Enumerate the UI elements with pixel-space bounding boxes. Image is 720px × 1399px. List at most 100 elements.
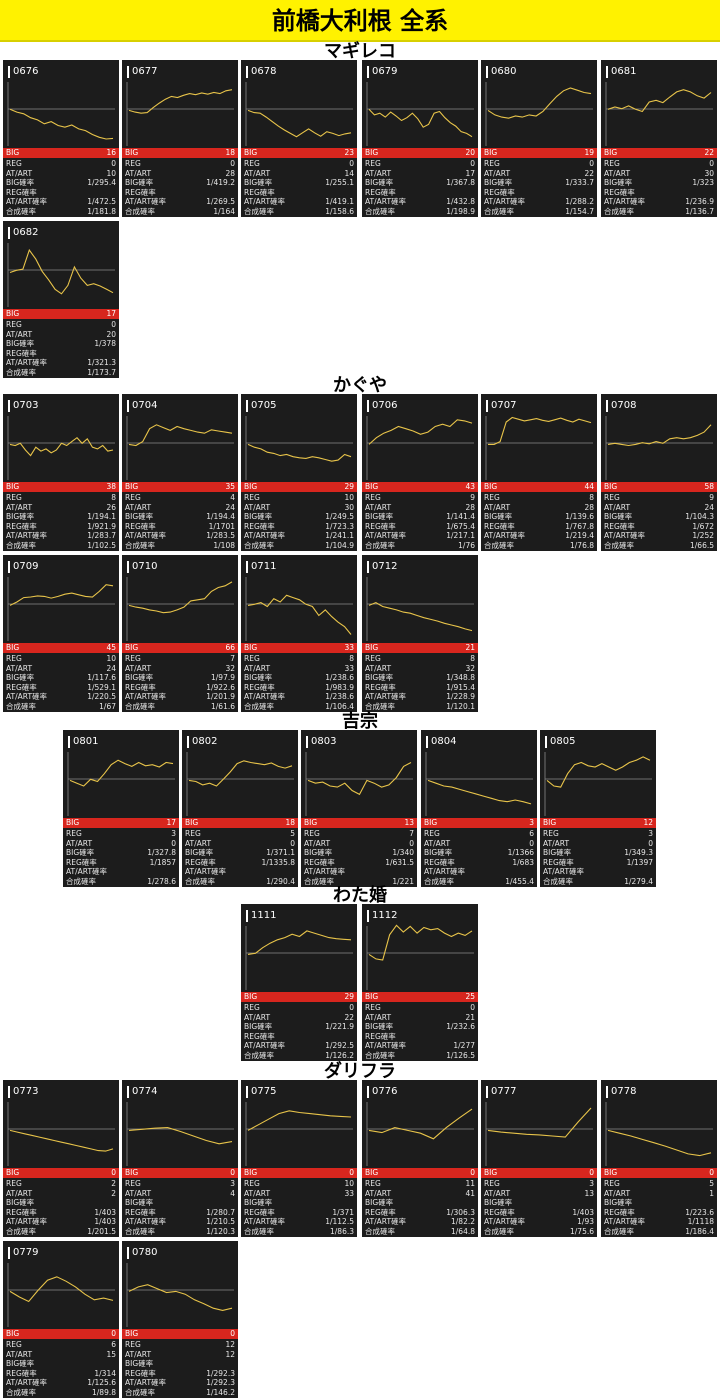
total-prob-value: 1/120.3 <box>206 1226 235 1236</box>
machine-card[interactable]: 0703 BIG 38 REG 8 AT/ART 26 BIG確率 1/194.1 REG確率 1/… <box>3 394 119 551</box>
reg-prob-row: REG確率 1/403 <box>3 1208 119 1218</box>
machine-card[interactable]: 0805 BIG 12 REG 3 AT/ART 0 BIG確率 1/349.3 REG確率 1/1… <box>540 730 656 887</box>
big-value: 0 <box>230 1329 235 1338</box>
reg-label: REG <box>6 159 22 168</box>
machine-card[interactable]: 0802 BIG 18 REG 5 AT/ART 0 BIG確率 1/371.1 REG確率 1/1… <box>182 730 298 887</box>
reg-prob-label: REG確率 <box>365 187 396 197</box>
at-label: AT/ART <box>6 168 33 178</box>
machine-card[interactable]: 0778 BIG 0 REG 5 AT/ART 1 BIG確率 REG確率 1/223.6 AT/A… <box>601 1080 717 1237</box>
slump-line <box>247 1110 352 1131</box>
machine-number: 0677 <box>127 66 157 78</box>
big-count-bar: BIG 21 <box>362 643 478 653</box>
total-prob-label: 合成確率 <box>543 876 573 886</box>
reg-prob-row: REG確率 1/292.3 <box>122 1369 238 1379</box>
machine-card[interactable]: 0775 BIG 0 REG 10 AT/ART 33 BIG確率 REG確率 1/371 AT/A… <box>241 1080 357 1237</box>
reg-prob-value: 1/915.4 <box>446 682 475 692</box>
machine-card[interactable]: 0682 BIG 17 REG 0 AT/ART 20 BIG確率 1/378 REG確率 AT/A… <box>3 221 119 378</box>
machine-card[interactable]: 0709 BIG 45 REG 10 AT/ART 24 BIG確率 1/117.6 REG確率 1… <box>3 555 119 712</box>
total-prob-label: 合成確率 <box>66 876 96 886</box>
machine-card[interactable]: 0779 BIG 0 REG 6 AT/ART 15 BIG確率 REG確率 1/314 AT/AR… <box>3 1241 119 1398</box>
reg-prob-row: REG確率 1/529.1 <box>3 683 119 693</box>
at-value: 28 <box>584 502 594 512</box>
machine-card[interactable]: 0776 BIG 0 REG 11 AT/ART 41 BIG確率 REG確率 1/306.3 AT… <box>362 1080 478 1237</box>
at-prob-value: 1/238.6 <box>325 692 354 701</box>
machine-card[interactable]: 0680 BIG 19 REG 0 AT/ART 22 BIG確率 1/333.7 REG確率 AT… <box>481 60 597 217</box>
machine-card[interactable]: 0777 BIG 0 REG 3 AT/ART 13 BIG確率 REG確率 1/403 AT/AR… <box>481 1080 597 1237</box>
machine-card[interactable]: 0705 BIG 29 REG 10 AT/ART 30 BIG確率 1/249.5 REG確率 1… <box>241 394 357 551</box>
machine-card[interactable]: 0712 BIG 21 REG 8 AT/ART 32 BIG確率 1/348.8 REG確率 1/… <box>362 555 478 712</box>
machine-card[interactable]: 0679 BIG 20 REG 0 AT/ART 17 BIG確率 1/367.8 REG確率 AT… <box>362 60 478 217</box>
at-label: AT/ART <box>604 168 631 178</box>
big-value: 29 <box>344 992 354 1001</box>
machine-card[interactable]: 1112 BIG 25 REG 0 AT/ART 21 BIG確率 1/232.6 REG確率 AT… <box>362 904 478 1061</box>
slump-graph <box>186 752 294 816</box>
big-prob-label: BIG確率 <box>365 178 394 187</box>
slump-line <box>69 759 174 787</box>
reg-prob-label: REG確率 <box>484 1207 515 1217</box>
at-prob-value: 1/1118 <box>687 1217 714 1226</box>
machine-card[interactable]: 0676 BIG 16 REG 0 AT/ART 10 BIG確率 1/295.4 REG確率 AT… <box>3 60 119 217</box>
at-label: AT/ART <box>6 1188 33 1198</box>
at-value: 21 <box>465 1012 475 1022</box>
machine-card[interactable]: 0711 BIG 33 REG 8 AT/ART 33 BIG確率 1/238.6 REG確率 1/… <box>241 555 357 712</box>
reg-prob-label: REG確率 <box>6 682 37 692</box>
big-prob-label: BIG確率 <box>543 848 572 857</box>
machine-card[interactable]: 0706 BIG 43 REG 9 AT/ART 28 BIG確率 1/141.4 REG確率 1/… <box>362 394 478 551</box>
total-prob-row: 合成確率 1/86.3 <box>241 1227 357 1237</box>
total-prob-value: 1/76 <box>458 540 475 550</box>
total-prob-row: 合成確率 1/67 <box>3 702 119 712</box>
big-count-bar: BIG 44 <box>481 482 597 492</box>
slump-line <box>188 760 293 787</box>
big-count-bar: BIG 0 <box>362 1168 478 1178</box>
reg-value: 3 <box>230 1179 235 1188</box>
slump-graph <box>605 1102 713 1166</box>
at-prob-row: AT/ART確率 1/292.3 <box>122 1378 238 1388</box>
at-value: 30 <box>704 168 714 178</box>
big-prob-value: 1/323 <box>692 178 714 187</box>
big-count-bar: BIG 33 <box>241 643 357 653</box>
at-prob-row: AT/ART確率 1/82.2 <box>362 1217 478 1227</box>
machine-card[interactable]: 0710 BIG 66 REG 7 AT/ART 32 BIG確率 1/97.9 REG確率 1/9… <box>122 555 238 712</box>
machine-card[interactable]: 0678 BIG 23 REG 0 AT/ART 14 BIG確率 1/255.1 REG確率 AT… <box>241 60 357 217</box>
machine-number: 0703 <box>8 400 38 412</box>
big-prob-value: 1/221.9 <box>325 1022 354 1031</box>
slump-line <box>607 1129 712 1157</box>
big-count-bar: BIG 19 <box>481 148 597 158</box>
machine-card[interactable]: 0773 BIG 0 REG 2 AT/ART 2 BIG確率 REG確率 1/403 AT/ART… <box>3 1080 119 1237</box>
big-count-bar: BIG 12 <box>540 818 656 828</box>
big-label: BIG <box>6 309 20 318</box>
reg-prob-label: REG確率 <box>125 187 156 197</box>
total-prob-label: 合成確率 <box>304 876 334 886</box>
total-prob-value: 1/108 <box>213 540 235 550</box>
total-prob-value: 1/106.4 <box>325 701 354 711</box>
machine-card[interactable]: 0677 BIG 18 REG 0 AT/ART 28 BIG確率 1/419.2 REG確率 AT… <box>122 60 238 217</box>
machine-card[interactable]: 1111 BIG 29 REG 0 AT/ART 22 BIG確率 1/221.9 REG確率 AT… <box>241 904 357 1061</box>
machine-number: 0775 <box>246 1086 276 1098</box>
machine-card[interactable]: 0708 BIG 58 REG 9 AT/ART 24 BIG確率 1/104.3 REG確率 1/… <box>601 394 717 551</box>
at-prob-row: AT/ART確率 <box>182 867 298 877</box>
machine-card[interactable]: 0707 BIG 44 REG 8 AT/ART 28 BIG確率 1/139.6 REG確率 1/… <box>481 394 597 551</box>
big-prob-label: BIG確率 <box>484 1198 513 1207</box>
big-value: 33 <box>344 643 354 652</box>
machine-card[interactable]: 0803 BIG 13 REG 7 AT/ART 0 BIG確率 1/340 REG確率 1/631… <box>301 730 417 887</box>
machine-card[interactable]: 0681 BIG 22 REG 0 AT/ART 30 BIG確率 1/323 REG確率 AT/A… <box>601 60 717 217</box>
total-prob-row: 合成確率 1/75.6 <box>481 1227 597 1237</box>
machine-card[interactable]: 0704 BIG 35 REG 4 AT/ART 24 BIG確率 1/194.4 REG確率 1/… <box>122 394 238 551</box>
machine-card[interactable]: 0801 BIG 17 REG 3 AT/ART 0 BIG確率 1/327.8 REG確率 1/1… <box>63 730 179 887</box>
at-row: AT/ART 33 <box>241 1189 357 1199</box>
machine-card[interactable]: 0780 BIG 0 REG 12 AT/ART 12 BIG確率 REG確率 1/292.3 AT… <box>122 1241 238 1398</box>
big-count-bar: BIG 0 <box>481 1168 597 1178</box>
big-prob-label: BIG確率 <box>125 1359 154 1368</box>
machine-card[interactable]: 0774 BIG 0 REG 3 AT/ART 4 BIG確率 REG確率 1/280.7 AT/A… <box>122 1080 238 1237</box>
reg-label: REG <box>244 654 260 663</box>
machine-number: 0803 <box>306 736 336 748</box>
total-prob-row: 合成確率 1/89.8 <box>3 1388 119 1398</box>
reg-prob-row: REG確率 1/1335.8 <box>182 858 298 868</box>
at-value: 24 <box>704 502 714 512</box>
big-prob-value: 1/104.3 <box>685 512 714 521</box>
machine-card[interactable]: 0804 BIG 3 REG 6 AT/ART 0 BIG確率 1/1366 REG確率 1/683… <box>421 730 537 887</box>
at-prob-label: AT/ART確率 <box>66 867 108 876</box>
at-value: 0 <box>529 838 534 848</box>
reg-prob-label: REG確率 <box>244 187 275 197</box>
slump-graph <box>245 1102 353 1166</box>
